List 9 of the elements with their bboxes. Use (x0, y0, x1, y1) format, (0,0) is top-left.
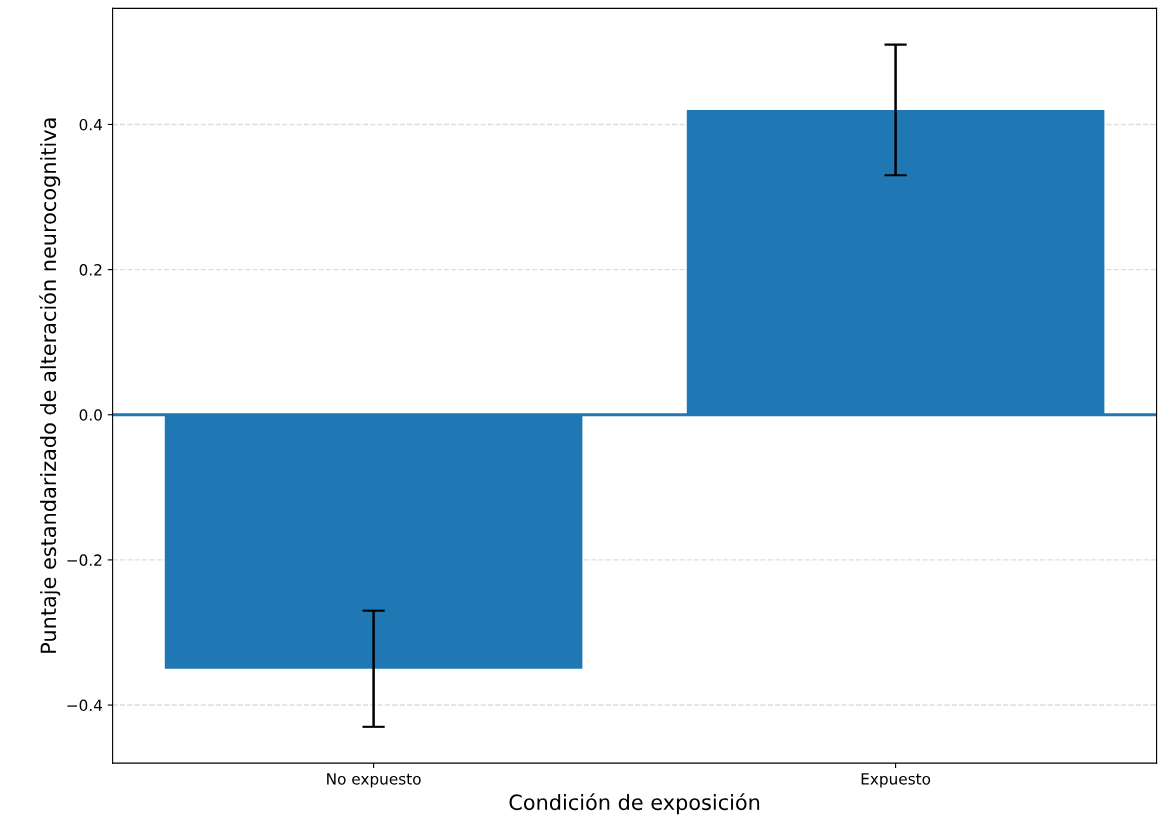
y-axis-title: Puntaje estandarizado de alteración neurocognitiva (39, 118, 61, 653)
y-tick-label: 0.0 (79, 409, 102, 421)
y-tick-label: 0.4 (79, 118, 103, 131)
x-axis-title: Condición de exposición (509, 793, 760, 815)
y-tick-label: −0.4 (67, 699, 103, 712)
y-tick-label: 0.2 (79, 264, 102, 276)
x-tick-label: Expuesto (861, 773, 931, 788)
y-tick-label: −0.2 (67, 554, 102, 566)
x-tick-label: No expuesto (327, 773, 421, 788)
